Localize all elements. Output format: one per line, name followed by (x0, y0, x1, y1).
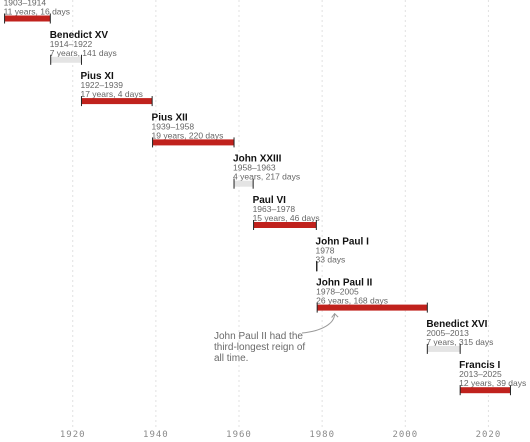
reign-bar (81, 98, 153, 105)
pope-name: John Paul I (316, 236, 370, 247)
pope-years: 2013–2025 (459, 369, 502, 379)
tick-label-2020: 2020 (476, 430, 502, 440)
tick-label-2000: 2000 (392, 430, 418, 440)
pope-name: Pius XII (152, 112, 188, 123)
pope-duration: 33 days (316, 254, 346, 264)
annotation-text: John Paul II had the third-longest reign … (214, 331, 305, 364)
reign-bar (253, 222, 317, 228)
pope-duration: 7 years, 315 days (426, 337, 493, 347)
pope-duration: 15 years, 46 days (253, 213, 320, 223)
x-axis-ticks: 1920 1940 1960 1980 2000 2020 (60, 430, 502, 440)
annotation-line: John Paul II had the (214, 331, 303, 342)
pope-years: 1903–1914 (4, 0, 47, 8)
pope-years: 1963–1978 (253, 204, 296, 214)
pope-duration: 7 years, 141 days (50, 48, 117, 58)
pope-duration: 4 years, 217 days (233, 172, 300, 182)
reign-bar (152, 139, 235, 146)
pope-name: Benedict XV (50, 30, 109, 41)
x-gridlines (72, 0, 489, 428)
annotation: John Paul II had the third-longest reign … (214, 312, 339, 364)
pope-years: 1978 (316, 245, 335, 255)
reign-bar (50, 56, 82, 63)
pope-duration: 26 years, 168 days (316, 296, 388, 306)
tick-label-1920: 1920 (60, 430, 86, 440)
pope-name: Benedict XVI (426, 319, 487, 330)
reign-bar (317, 304, 428, 311)
pope-duration: 11 years, 16 days (4, 7, 70, 17)
pope-name: Paul VI (253, 195, 287, 206)
annotation-arrow (301, 312, 339, 334)
annotation-line: third-longest reign of (214, 342, 305, 353)
reign-bar (234, 180, 254, 187)
pope-years: 1978–2005 (316, 287, 359, 297)
reign-bar (4, 15, 51, 22)
pope-years: 1958–1963 (233, 163, 276, 173)
pope-duration: 19 years, 220 days (152, 130, 224, 140)
reign-bar (427, 345, 461, 352)
pope-years: 1922–1939 (80, 80, 123, 90)
pope-duration: 17 years, 4 days (80, 89, 142, 99)
tick-label-1960: 1960 (226, 430, 252, 440)
pope-years: 1939–1958 (152, 121, 195, 131)
pope-name: Francis I (459, 360, 500, 371)
pope-name: Pius XI (80, 71, 114, 82)
pope-years: 1914–1922 (50, 39, 93, 49)
pope-duration: 12 years, 39 days (459, 378, 526, 388)
tick-label-1940: 1940 (143, 430, 169, 440)
pope-name: John XXIII (233, 154, 282, 165)
annotation-line: all time. (214, 353, 248, 364)
pope-name: John Paul II (316, 278, 372, 289)
reign-bar (460, 387, 511, 394)
tick-label-1980: 1980 (309, 430, 335, 440)
pope-years: 2005–2013 (426, 328, 469, 338)
